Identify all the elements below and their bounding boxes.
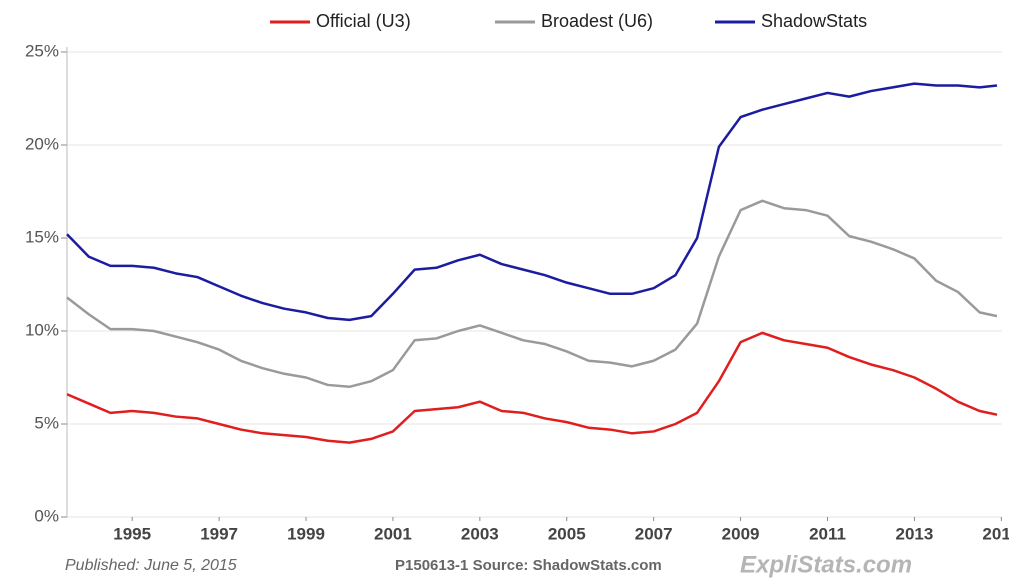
series-line [66, 82, 998, 322]
x-tick-label: 2013 [896, 524, 934, 543]
y-tick-label: 0% [34, 506, 59, 525]
series-line [66, 199, 998, 389]
x-tick-label: 2009 [722, 524, 760, 543]
y-tick-label: 15% [25, 227, 59, 246]
x-tick-label: 2011 [809, 524, 846, 543]
published-note: Published: June 5, 2015 [65, 557, 237, 574]
legend-label: Official (U3) [316, 11, 411, 31]
series-line [66, 331, 998, 444]
legend-label: Broadest (U6) [541, 11, 653, 31]
x-tick-label: 1999 [287, 524, 325, 543]
x-tick-label: 2007 [635, 524, 673, 543]
legend-label: ShadowStats [761, 11, 867, 31]
y-tick-label: 10% [25, 320, 59, 339]
source-note: P150613-1 Source: ShadowStats.com [395, 557, 662, 574]
x-tick-label: 2001 [374, 524, 412, 543]
x-tick-label: 1995 [113, 524, 151, 543]
x-tick-label: 2005 [548, 524, 586, 543]
y-tick-label: 20% [25, 134, 59, 153]
y-tick-label: 25% [25, 41, 59, 60]
x-tick-label: 2015 [982, 524, 1009, 543]
brand: ExpliStats.com [740, 551, 912, 578]
x-tick-label: 2003 [461, 524, 499, 543]
y-tick-label: 5% [34, 413, 59, 432]
x-tick-label: 1997 [200, 524, 238, 543]
